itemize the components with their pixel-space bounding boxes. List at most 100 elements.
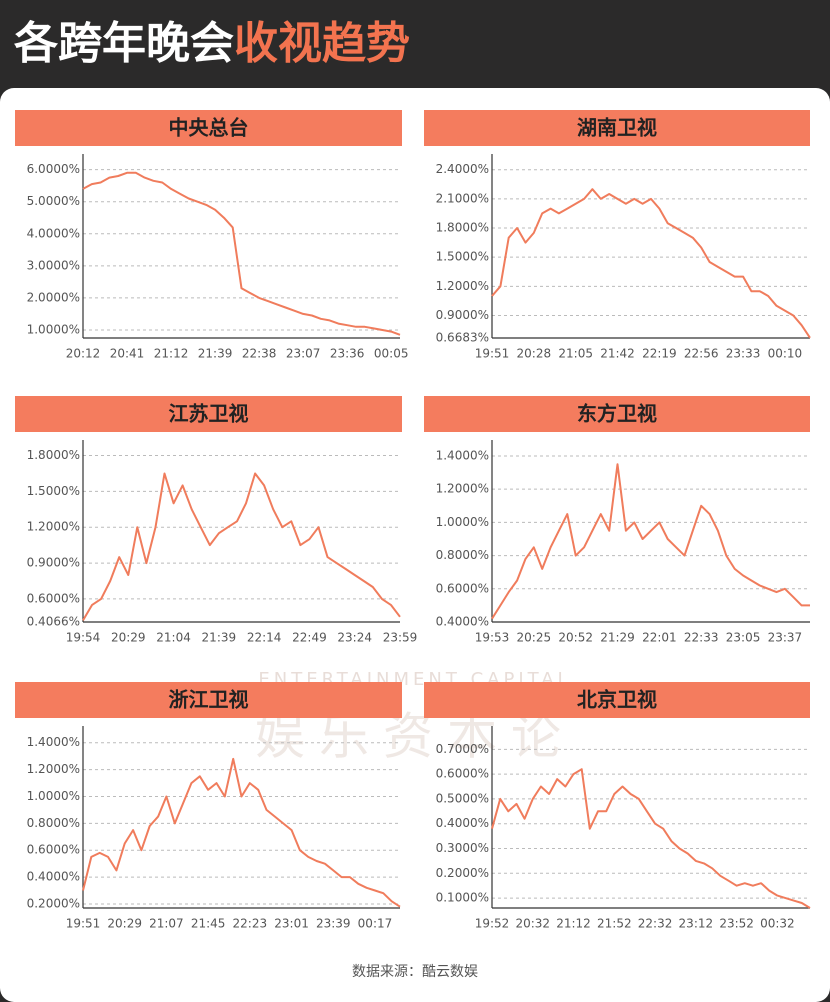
x-tick-label: 22:14: [247, 631, 282, 645]
x-tick-label: 21:12: [556, 917, 591, 931]
x-tick-label: 20:29: [111, 631, 146, 645]
panel-title: 北京卫视: [577, 688, 657, 712]
x-tick-label: 22:38: [242, 347, 277, 361]
x-tick-label: 22:49: [292, 631, 327, 645]
y-tick-label: 0.4000%: [27, 870, 80, 884]
y-tick-label: 2.1000%: [436, 191, 489, 205]
panel-title: 东方卫视: [577, 402, 657, 426]
y-tick-label: 2.4000%: [436, 162, 489, 176]
panel-title: 中央总台: [169, 116, 249, 140]
y-tick-label: 0.9000%: [27, 556, 80, 570]
x-tick-label: 21:12: [154, 347, 189, 361]
y-tick-label: 2.0000%: [27, 290, 80, 304]
panel-header: [424, 396, 810, 432]
y-tick-label: 1.0000%: [436, 515, 489, 529]
panel-title: 浙江卫视: [169, 688, 249, 712]
y-tick-label: 0.6683%: [436, 331, 489, 345]
y-tick-label: 0.9000%: [436, 308, 489, 322]
line: [491, 768, 811, 909]
y-tick-label: 0.8000%: [27, 816, 80, 830]
x-tick-label: 19:52: [475, 917, 510, 931]
panel-header: [424, 110, 810, 146]
x-tick-label: 19:53: [475, 631, 510, 645]
y-tick-label: 1.8000%: [436, 221, 489, 235]
x-tick-label: 22:33: [684, 631, 719, 645]
y-tick-label: 1.2000%: [436, 482, 489, 496]
x-tick-label: 19:51: [475, 347, 510, 361]
x-tick-label: 21:07: [149, 917, 184, 931]
x-tick-label: 20:41: [110, 347, 145, 361]
x-tick-label: 00:10: [768, 347, 803, 361]
y-tick-label: 1.8000%: [27, 448, 80, 462]
x-tick-label: 23:52: [719, 917, 754, 931]
y-tick-label: 1.4000%: [436, 448, 489, 462]
x-tick-label: 00:32: [760, 917, 795, 931]
y-tick-label: 1.2000%: [436, 279, 489, 293]
x-tick-label: 23:12: [679, 917, 714, 931]
line: [82, 171, 401, 336]
y-tick-label: 6.0000%: [27, 162, 80, 176]
x-tick-label: 20:25: [517, 631, 552, 645]
x-tick-label: 20:52: [558, 631, 593, 645]
y-tick-label: 0.8000%: [436, 548, 489, 562]
y-tick-label: 0.1000%: [436, 891, 489, 905]
y-tick-label: 1.4000%: [27, 735, 80, 749]
panel-title: 湖南卫视: [577, 116, 657, 140]
x-tick-label: 21:39: [202, 631, 237, 645]
title-part: 收视趋势: [234, 18, 410, 69]
x-tick-label: 21:42: [600, 347, 635, 361]
line: [82, 472, 401, 621]
x-tick-label: 23:07: [286, 347, 321, 361]
x-tick-label: 21:29: [600, 631, 635, 645]
y-tick-label: 5.0000%: [27, 194, 80, 208]
y-tick-label: 0.5000%: [436, 791, 489, 805]
panel-title: 江苏卫视: [169, 402, 249, 426]
x-tick-label: 20:12: [66, 347, 101, 361]
x-tick-label: 23:24: [337, 631, 372, 645]
x-tick-label: 23:33: [726, 347, 761, 361]
panel-header: [424, 682, 810, 718]
y-tick-label: 0.4066%: [27, 615, 80, 629]
page-title: 各跨年晚会收视趋势: [14, 18, 410, 69]
y-tick-label: 1.0000%: [27, 789, 80, 803]
y-tick-label: 0.6000%: [436, 767, 489, 781]
y-tick-label: 0.4000%: [436, 615, 489, 629]
y-tick-label: 1.5000%: [436, 250, 489, 264]
panel-header: [15, 396, 402, 432]
y-tick-label: 0.2000%: [436, 866, 489, 880]
x-tick-label: 00:05: [374, 347, 409, 361]
y-tick-label: 1.5000%: [27, 484, 80, 498]
x-tick-label: 23:37: [768, 631, 803, 645]
y-tick-label: 3.0000%: [27, 258, 80, 272]
x-tick-label: 23:05: [726, 631, 761, 645]
x-tick-label: 23:59: [383, 631, 418, 645]
x-tick-label: 21:45: [191, 917, 226, 931]
x-tick-label: 00:17: [358, 917, 393, 931]
x-tick-label: 19:54: [66, 631, 101, 645]
line: [491, 463, 810, 620]
x-tick-label: 19:51: [66, 917, 101, 931]
x-tick-label: 20:32: [515, 917, 550, 931]
card: [0, 88, 830, 1002]
y-tick-label: 0.7000%: [436, 742, 489, 756]
y-tick-label: 0.3000%: [436, 841, 489, 855]
x-tick-label: 22:19: [642, 347, 677, 361]
title-part: 各跨年晚会: [14, 18, 234, 69]
y-tick-label: 0.6000%: [27, 591, 80, 605]
x-tick-label: 20:28: [517, 347, 552, 361]
panel-header: [15, 110, 402, 146]
y-tick-label: 0.2000%: [27, 896, 80, 910]
x-tick-label: 22:32: [638, 917, 673, 931]
y-tick-label: 0.6000%: [436, 581, 489, 595]
x-tick-label: 20:29: [107, 917, 142, 931]
x-tick-label: 22:01: [642, 631, 677, 645]
line: [82, 757, 401, 908]
line: [491, 188, 811, 339]
x-tick-label: 21:52: [597, 917, 632, 931]
y-tick-label: 1.0000%: [27, 322, 80, 336]
panel-header: [15, 682, 402, 718]
x-tick-label: 23:39: [316, 917, 351, 931]
x-tick-label: 22:23: [233, 917, 268, 931]
